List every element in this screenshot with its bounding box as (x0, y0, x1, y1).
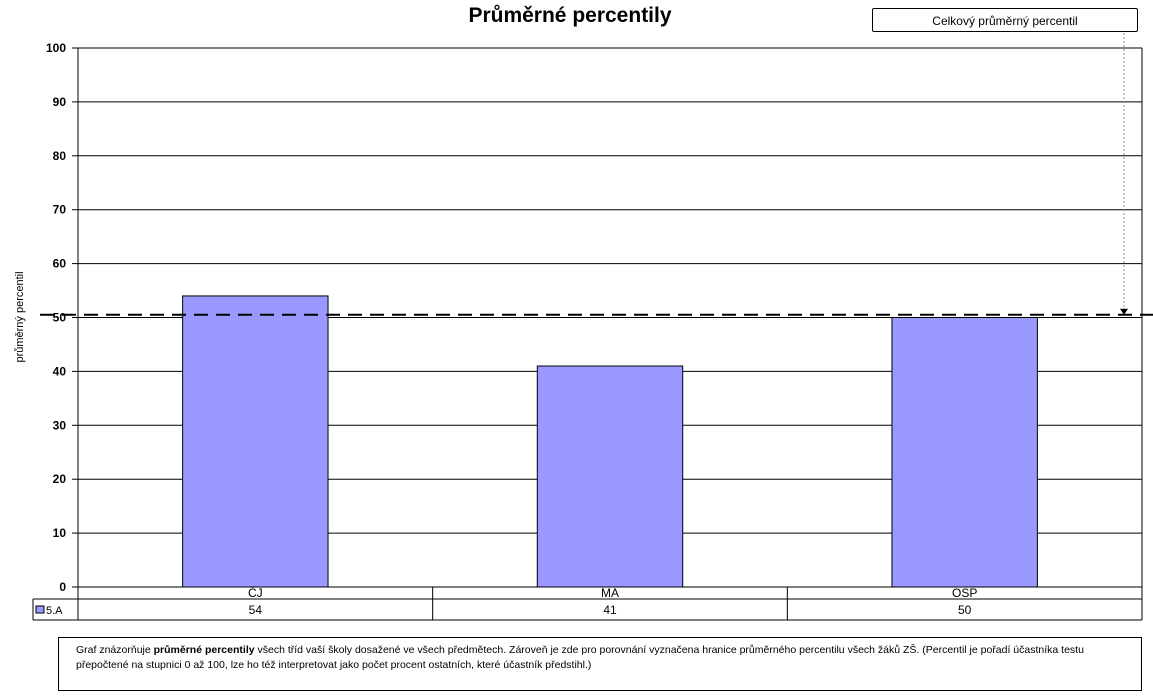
x-tick-label: MA (601, 586, 619, 600)
y-tick-label: 90 (53, 95, 67, 109)
data-label: 54 (249, 603, 263, 617)
y-tick-label: 0 (59, 580, 66, 594)
y-tick-label: 30 (53, 418, 67, 432)
y-tick-label: 100 (46, 41, 66, 55)
chart-title: Průměrné percentily (468, 4, 672, 27)
data-table: ČJ 54 MA 41 OSP 50 5.A (32, 585, 1143, 621)
note-text-1: Graf znázorňuje (76, 644, 154, 656)
y-tick-label: 20 (53, 472, 67, 486)
x-tick-label: ČJ (248, 585, 263, 600)
y-tick-label: 10 (53, 526, 67, 540)
reference-line (40, 33, 1153, 316)
note-text-2: všech tříd vaší školy dosažené ve všech … (76, 644, 1084, 671)
y-axis-ticks: 0 10 20 30 40 50 60 70 80 90 100 (46, 41, 78, 594)
chart-note: Graf znázorňuje průměrné percentily všec… (58, 637, 1142, 691)
reference-line-label: Celkový průměrný percentil (872, 8, 1138, 32)
bar-chart: 0 10 20 30 40 50 60 70 80 90 100 ČJ 54 MA 41 OSP 50 5.A (32, 33, 1153, 621)
note-bold-text: průměrné percentily (153, 644, 255, 656)
y-tick-label: 70 (53, 203, 67, 217)
y-tick-label: 40 (53, 364, 67, 378)
bar (536, 365, 684, 588)
legend-swatch (35, 605, 45, 614)
data-label: 41 (603, 603, 617, 617)
reference-arrow (1120, 308, 1128, 315)
x-tick-label: OSP (952, 586, 977, 600)
y-tick-label: 60 (53, 257, 67, 271)
data-label: 50 (958, 603, 972, 617)
bars (182, 295, 1038, 588)
bar (891, 317, 1038, 588)
y-tick-label: 50 (53, 311, 67, 325)
legend-label: 5.A (46, 605, 63, 617)
bar (182, 295, 329, 588)
y-tick-label: 80 (53, 149, 67, 163)
